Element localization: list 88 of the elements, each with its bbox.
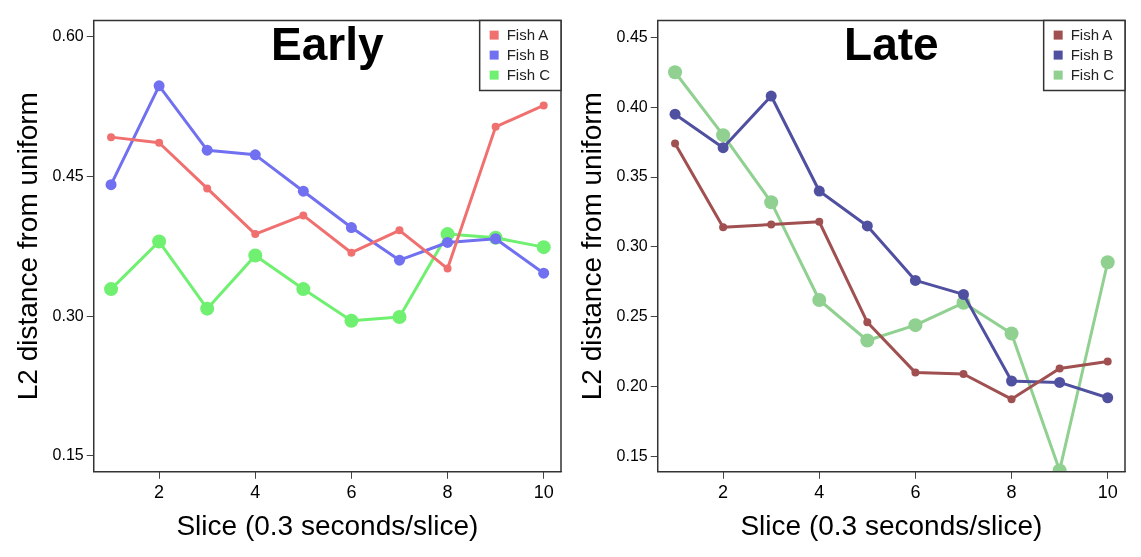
chart-title: Early: [271, 18, 385, 71]
x-tick-label: 10: [1097, 481, 1118, 502]
point: [957, 288, 969, 300]
point: [442, 236, 454, 248]
y-axis-title: L2 distance from uniform: [11, 92, 43, 401]
point: [105, 179, 117, 191]
point: [443, 264, 452, 273]
chart-title: Late: [844, 18, 939, 71]
point: [107, 133, 116, 142]
x-tick-label: 4: [250, 481, 261, 502]
point: [767, 220, 776, 229]
point: [200, 301, 215, 316]
y-tick-label: 0.45: [616, 27, 648, 45]
point: [815, 217, 824, 226]
point: [152, 234, 167, 249]
point: [717, 142, 729, 154]
point: [155, 138, 164, 147]
y-tick-label: 0.25: [616, 307, 648, 325]
x-tick-label: 6: [910, 481, 921, 502]
point: [812, 292, 827, 307]
point: [104, 282, 119, 297]
point: [345, 222, 357, 234]
point: [201, 144, 213, 156]
point: [959, 370, 968, 379]
point: [1102, 392, 1114, 404]
point: [536, 240, 551, 255]
point: [863, 318, 872, 327]
point: [765, 90, 777, 102]
point: [299, 211, 308, 220]
point: [1004, 326, 1019, 341]
y-tick-label: 0.45: [52, 166, 84, 184]
x-tick-label: 2: [154, 481, 165, 502]
point: [251, 230, 260, 239]
point: [347, 248, 356, 257]
y-tick-label: 0.60: [52, 26, 84, 44]
x-tick-label: 10: [533, 481, 554, 502]
legend-label: Fish A: [1070, 25, 1113, 43]
point: [539, 101, 548, 110]
point: [491, 122, 500, 131]
point: [911, 368, 920, 377]
point: [395, 226, 404, 235]
point: [1055, 364, 1064, 373]
y-tick-label: 0.40: [616, 97, 648, 115]
point: [669, 108, 681, 120]
point: [1007, 395, 1016, 404]
point: [248, 248, 263, 263]
x-tick-label: 6: [346, 481, 357, 502]
point: [1054, 376, 1066, 388]
legend-label: Fish A: [506, 25, 549, 43]
y-tick-label: 0.30: [52, 306, 84, 324]
point: [908, 318, 923, 333]
point: [1006, 375, 1018, 387]
point: [249, 149, 261, 161]
point: [671, 139, 680, 148]
y-tick-label: 0.35: [616, 167, 648, 185]
point: [668, 65, 683, 80]
x-tick-label: 8: [442, 481, 453, 502]
point: [344, 313, 359, 328]
point: [203, 184, 212, 193]
point: [297, 185, 309, 197]
y-tick-label: 0.30: [616, 237, 648, 255]
point: [1100, 255, 1115, 270]
x-tick-label: 8: [1006, 481, 1017, 502]
point: [909, 274, 921, 286]
point: [393, 254, 405, 266]
point: [392, 310, 407, 325]
x-tick-label: 4: [814, 481, 825, 502]
point: [860, 333, 875, 348]
point: [716, 128, 731, 143]
point: [153, 80, 165, 92]
x-tick-label: 2: [718, 481, 729, 502]
x-axis-title: Slice (0.3 seconds/slice): [176, 509, 479, 541]
point: [719, 223, 728, 232]
legend-label: Fish B: [506, 45, 550, 63]
point: [1103, 357, 1112, 366]
point: [538, 267, 550, 279]
y-tick-label: 0.20: [616, 377, 648, 394]
point: [813, 185, 825, 197]
y-tick-label: 0.15: [52, 446, 84, 464]
y-axis-title: L2 distance from uniform: [575, 92, 607, 401]
legend-label: Fish B: [1070, 45, 1114, 63]
x-axis-title: Slice (0.3 seconds/slice): [740, 509, 1043, 541]
legend-label: Fish C: [506, 65, 551, 83]
point: [764, 195, 779, 210]
legend-label: Fish C: [1070, 65, 1115, 83]
point: [861, 220, 873, 232]
y-tick-label: 0.15: [616, 446, 648, 464]
point: [296, 282, 311, 297]
